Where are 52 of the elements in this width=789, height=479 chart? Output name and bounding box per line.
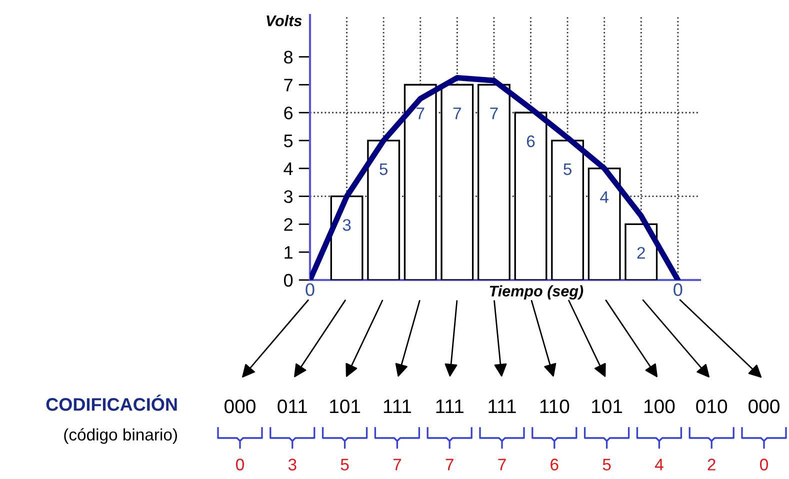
text: 101 [592,399,622,414]
data-label: 2 [637,246,645,259]
bar [330,195,364,280]
bar [367,140,400,280]
text: 000 [224,399,256,414]
y-axis-title: Volts [266,15,302,26]
y-tick-label: 4 [284,162,293,175]
bar [624,223,658,280]
text: 5 [340,458,349,470]
y-tick-label: 6 [284,106,293,120]
y-tick-label: 0 [284,274,293,287]
data-label: 4 [600,191,608,203]
text: (código binario) [64,428,177,444]
bar [440,84,474,280]
y-tick-label: 8 [284,50,293,64]
data-label: 6 [526,135,535,148]
x-axis-title: Tiempo (seg) [490,285,584,300]
text: 100 [644,399,675,414]
text: 2 [708,458,716,470]
data-label: 5 [380,163,388,176]
y-tick-label: 1 [284,246,292,259]
text: 110 [540,399,570,414]
text: 011 [278,399,307,414]
text: 7 [498,458,506,470]
text: 7 [446,458,454,470]
bar [514,112,548,280]
text: 010 [696,399,728,414]
y-tick-label: 7 [284,78,292,92]
bar [551,140,584,280]
text: 0 [236,458,244,470]
text: 111 [384,400,412,414]
bar [404,84,437,280]
data-label: 5 [564,163,572,176]
text: 101 [330,399,360,414]
text: 4 [654,458,664,470]
text: 7 [393,458,401,470]
data-label: 7 [453,108,461,120]
text: 111 [488,400,516,414]
data-label: 7 [416,108,424,120]
text: 5 [602,458,611,470]
data-label: 7 [490,108,498,120]
bar [477,84,510,280]
y-tick-label: 3 [284,190,293,204]
text: 000 [748,399,780,414]
bar [588,168,621,280]
data-label: 3 [342,219,351,231]
y-tick-label: 2 [284,218,292,231]
y-tick-label: 5 [284,134,293,148]
text: 111 [436,400,464,414]
text: 6 [550,458,558,470]
text: 0 [760,458,768,470]
text: CODIFICACIÓN [46,394,177,411]
